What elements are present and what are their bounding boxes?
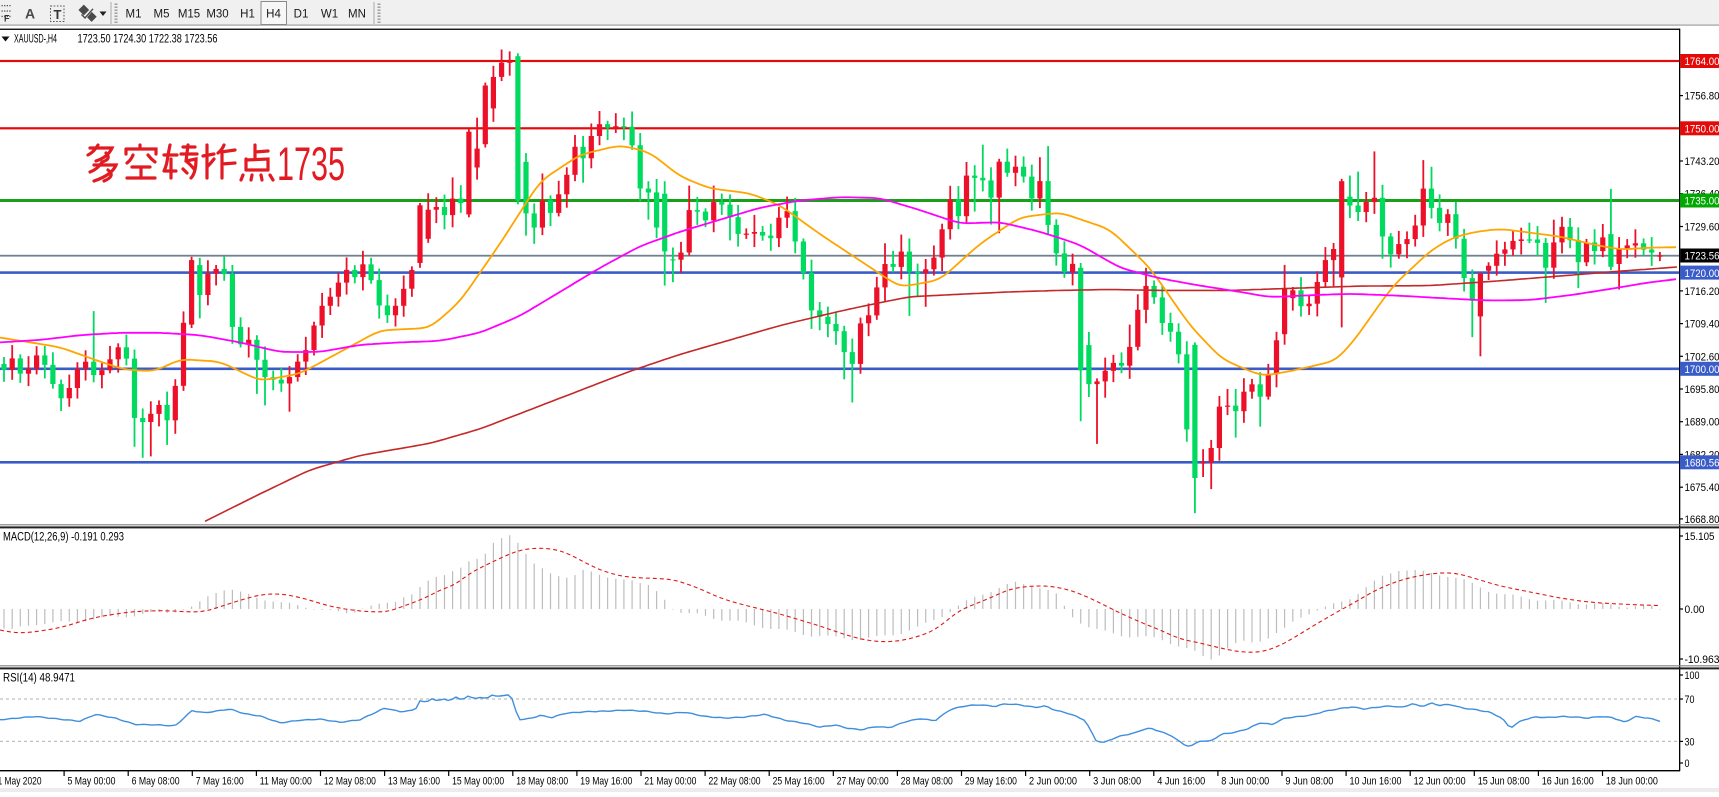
svg-text:5 May 00:00: 5 May 00:00	[68, 776, 116, 788]
svg-text:21 May 00:00: 21 May 00:00	[644, 776, 696, 788]
svg-text:8 Jun 00:00: 8 Jun 00:00	[1221, 776, 1269, 788]
svg-text:10 Jun 16:00: 10 Jun 16:00	[1350, 776, 1402, 788]
svg-text:1 May 2020: 1 May 2020	[0, 776, 42, 788]
svg-text:F: F	[4, 14, 10, 24]
svg-text:2 Jun 00:00: 2 Jun 00:00	[1029, 776, 1077, 788]
svg-text:H1: H1	[240, 9, 255, 21]
svg-text:11 May 00:00: 11 May 00:00	[260, 776, 312, 788]
svg-text:16 Jun 16:00: 16 Jun 16:00	[1542, 776, 1594, 788]
svg-text:0.00: 0.00	[1685, 604, 1705, 616]
svg-text:1735.00: 1735.00	[1685, 196, 1719, 208]
svg-text:MN: MN	[348, 9, 366, 21]
svg-text:12 May 08:00: 12 May 08:00	[324, 776, 376, 788]
svg-text:15 Jun 08:00: 15 Jun 08:00	[1478, 776, 1530, 788]
svg-text:28 May 08:00: 28 May 08:00	[901, 776, 953, 788]
svg-text:1689.00: 1689.00	[1685, 417, 1719, 429]
svg-text:12 Jun 00:00: 12 Jun 00:00	[1414, 776, 1466, 788]
svg-text:25 May 16:00: 25 May 16:00	[773, 776, 825, 788]
svg-text:1764.00: 1764.00	[1685, 56, 1719, 68]
svg-text:T: T	[54, 7, 62, 22]
svg-text:W1: W1	[321, 9, 338, 21]
svg-text:1729.60: 1729.60	[1685, 222, 1719, 234]
svg-text:1702.60: 1702.60	[1685, 351, 1719, 363]
svg-text:9 Jun 08:00: 9 Jun 08:00	[1285, 776, 1333, 788]
svg-text:4 Jun 16:00: 4 Jun 16:00	[1157, 776, 1205, 788]
svg-text:15 May 00:00: 15 May 00:00	[452, 776, 504, 788]
svg-text:M5: M5	[154, 9, 170, 21]
svg-text:1750.00: 1750.00	[1685, 124, 1719, 136]
svg-text:19 May 16:00: 19 May 16:00	[580, 776, 632, 788]
svg-text:15.105: 15.105	[1685, 531, 1715, 543]
svg-text:A: A	[25, 6, 35, 22]
svg-text:M15: M15	[178, 9, 200, 21]
svg-text:1723.56: 1723.56	[1685, 251, 1719, 263]
svg-text:1735: 1735	[277, 137, 345, 190]
svg-text:18 May 08:00: 18 May 08:00	[516, 776, 568, 788]
svg-text:M30: M30	[206, 9, 228, 21]
svg-text:6 May 08:00: 6 May 08:00	[132, 776, 180, 788]
svg-text:1716.20: 1716.20	[1685, 286, 1719, 298]
svg-text:1680.56: 1680.56	[1685, 458, 1719, 470]
svg-text:3 Jun 08:00: 3 Jun 08:00	[1093, 776, 1141, 788]
svg-text:1709.40: 1709.40	[1685, 319, 1719, 331]
svg-text:30: 30	[1685, 736, 1695, 748]
svg-text:1720.00: 1720.00	[1685, 268, 1719, 280]
svg-text:29 May 16:00: 29 May 16:00	[965, 776, 1017, 788]
svg-text:0: 0	[1685, 758, 1690, 770]
svg-text:-10.963: -10.963	[1685, 654, 1719, 666]
svg-text:1675.40: 1675.40	[1685, 482, 1719, 494]
svg-text:27 May 00:00: 27 May 00:00	[837, 776, 889, 788]
svg-text:22 May 08:00: 22 May 08:00	[709, 776, 761, 788]
svg-text:1723.50 1724.30 1722.38 1723.5: 1723.50 1724.30 1722.38 1723.56	[78, 34, 218, 46]
svg-text:H4: H4	[266, 9, 281, 21]
svg-text:7 May 16:00: 7 May 16:00	[196, 776, 244, 788]
svg-text:M1: M1	[126, 9, 142, 21]
svg-text:RSI(14) 48.9471: RSI(14) 48.9471	[3, 673, 75, 685]
svg-text:XAUUSD-,H4: XAUUSD-,H4	[14, 34, 57, 46]
svg-text:1743.20: 1743.20	[1685, 156, 1719, 168]
svg-text:MACD(12,26,9) -0.191 0.293: MACD(12,26,9) -0.191 0.293	[3, 532, 124, 544]
svg-text:18 Jun 00:00: 18 Jun 00:00	[1606, 776, 1658, 788]
svg-text:1700.00: 1700.00	[1685, 364, 1719, 376]
svg-text:70: 70	[1685, 694, 1695, 706]
svg-text:D1: D1	[294, 9, 309, 21]
svg-text:1695.80: 1695.80	[1685, 384, 1719, 396]
svg-text:1668.80: 1668.80	[1685, 514, 1719, 526]
svg-text:1756.80: 1756.80	[1685, 91, 1719, 103]
svg-text:100: 100	[1685, 670, 1700, 682]
svg-text:13 May 16:00: 13 May 16:00	[388, 776, 440, 788]
